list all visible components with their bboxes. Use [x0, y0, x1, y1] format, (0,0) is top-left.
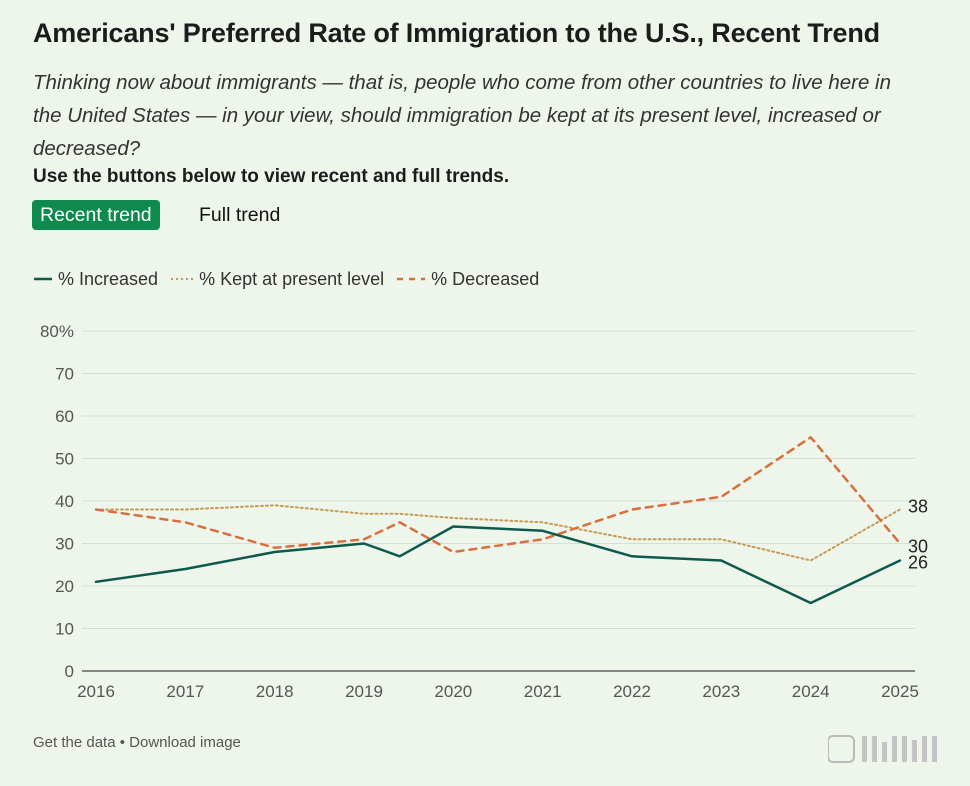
- x-tick-label: 2020: [434, 682, 472, 701]
- end-label-decreased: 30: [908, 537, 928, 557]
- x-tick-label: 2019: [345, 682, 383, 701]
- chart-title: Americans' Preferred Rate of Immigration…: [33, 18, 880, 48]
- footer-separator: •: [119, 734, 125, 751]
- x-tick-label: 2021: [524, 682, 562, 701]
- end-label-kept: 38: [908, 497, 928, 517]
- y-tick-label: 80%: [40, 322, 74, 341]
- end-label-increased: 26: [908, 553, 928, 573]
- legend-swatch-increased: [34, 277, 52, 281]
- y-tick-label: 10: [55, 620, 74, 639]
- x-tick-label: 2016: [77, 682, 115, 701]
- survey-question: Thinking now about immigrants — that is,…: [33, 71, 891, 160]
- legend-swatch-kept: [171, 278, 194, 280]
- y-tick-label: 30: [55, 535, 74, 554]
- y-tick-label: 70: [55, 365, 74, 384]
- legend-item-kept: % Kept at present level: [170, 269, 384, 290]
- legend-label-kept: % Kept at present level: [199, 268, 385, 289]
- chart-footer: Get the data • Download image: [33, 734, 241, 751]
- y-tick-label: 20: [55, 577, 74, 596]
- x-tick-label: 2023: [702, 682, 740, 701]
- y-tick-label: 0: [65, 662, 74, 681]
- y-tick-label: 40: [55, 492, 74, 511]
- get-data-link[interactable]: Get the data: [33, 734, 116, 751]
- x-tick-label: 2022: [613, 682, 651, 701]
- chart-legend: % Increased % Kept at present level % De…: [33, 267, 551, 291]
- y-tick-label: 60: [55, 407, 74, 426]
- download-image-link[interactable]: Download image: [129, 734, 241, 751]
- series-line-kept: [95, 504, 901, 562]
- legend-swatch-decreased: [397, 277, 426, 281]
- recent-trend-button[interactable]: Recent trend: [32, 200, 160, 230]
- series-line-decreased: [94, 436, 902, 554]
- x-tick-label: 2018: [256, 682, 294, 701]
- legend-label-decreased: % Decreased: [431, 268, 540, 289]
- y-tick-label: 50: [55, 450, 74, 469]
- legend-item-decreased: % Decreased: [396, 269, 539, 290]
- legend-label-increased: % Increased: [58, 268, 159, 289]
- x-tick-label: 2017: [166, 682, 204, 701]
- legend-item-increased: % Increased: [33, 269, 158, 290]
- watermark-logo-icon: [828, 735, 937, 763]
- instruction-text: Use the buttons below to view recent and…: [33, 166, 510, 187]
- series-line-increased: [94, 525, 902, 605]
- x-tick-label: 2024: [792, 682, 830, 701]
- full-trend-button[interactable]: Full trend: [199, 204, 281, 226]
- x-tick-label: 2025: [881, 682, 919, 701]
